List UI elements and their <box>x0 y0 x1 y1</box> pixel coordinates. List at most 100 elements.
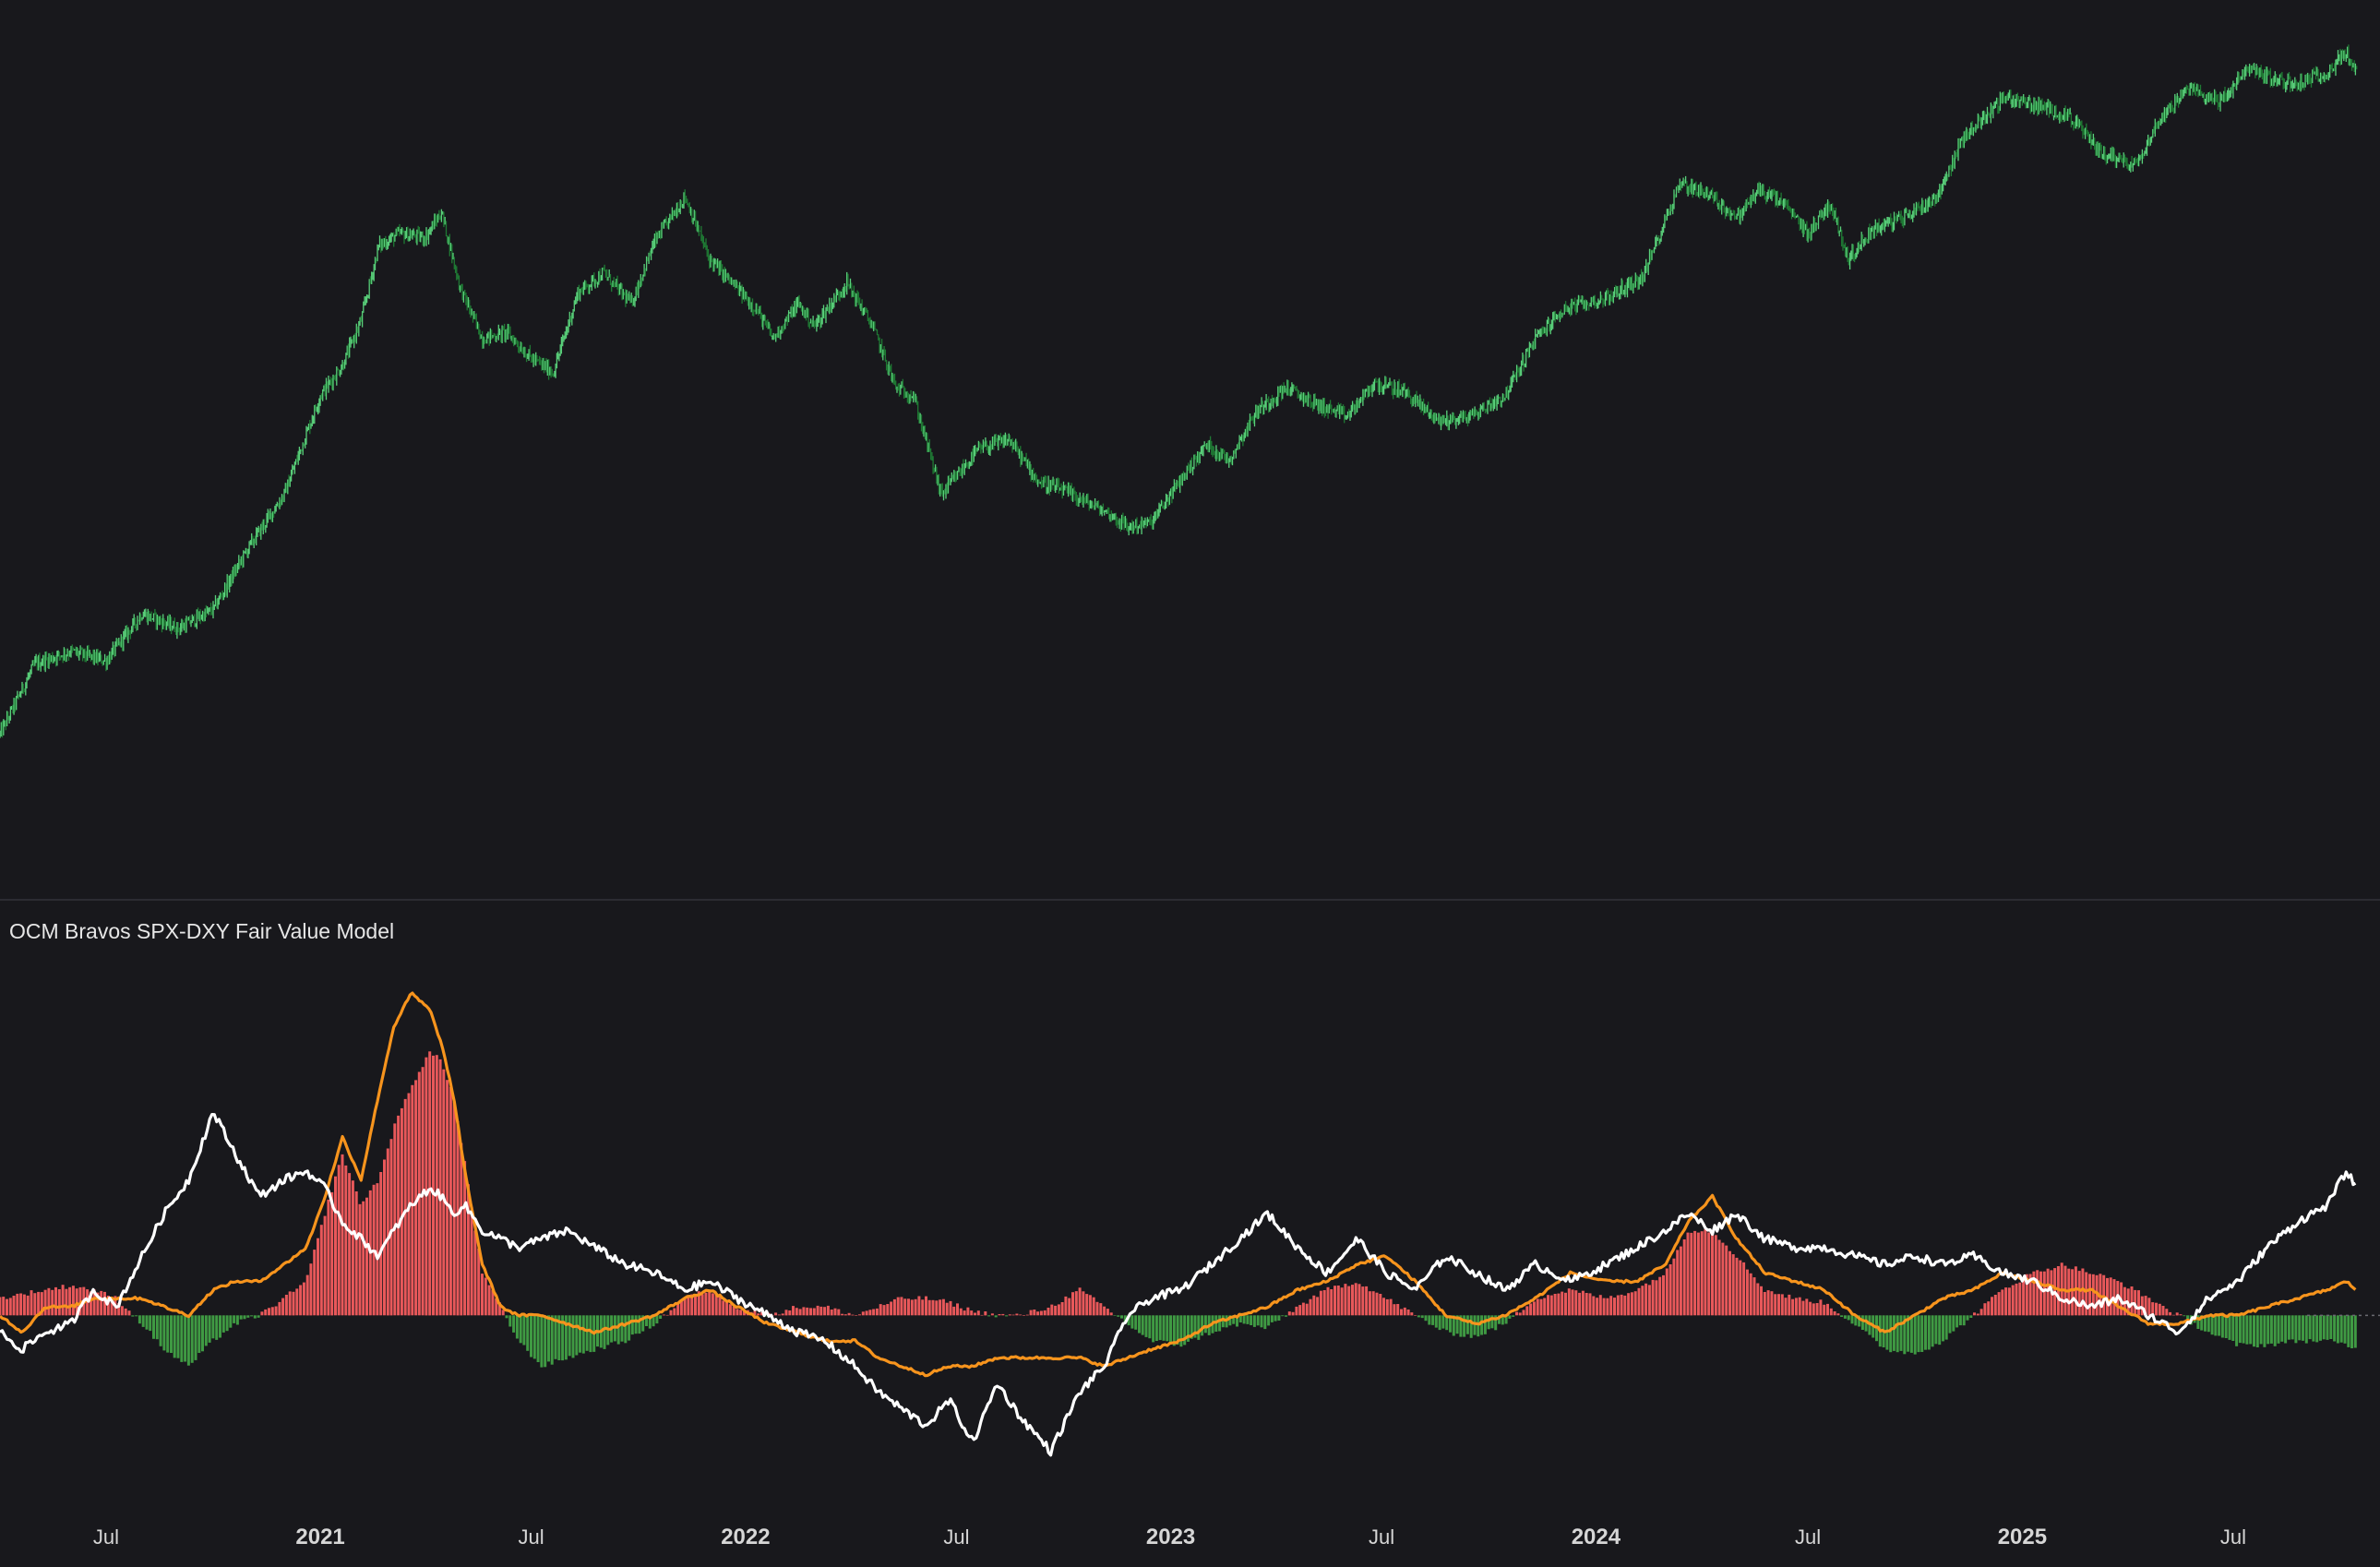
x-tick-label-month: Jul <box>93 1525 119 1549</box>
histogram-bar <box>1655 1280 1658 1316</box>
histogram-bar <box>442 1069 446 1316</box>
histogram-bar <box>1581 1290 1585 1316</box>
histogram-bar <box>984 1311 987 1316</box>
histogram-bar <box>411 1084 414 1316</box>
histogram-bar <box>2171 1314 2175 1316</box>
histogram-bar <box>2339 1315 2343 1343</box>
histogram-bar <box>872 1309 876 1316</box>
histogram-bar <box>383 1159 386 1316</box>
histogram-bar <box>1627 1293 1631 1316</box>
histogram-bar <box>851 1314 855 1316</box>
histogram-bar <box>1250 1315 1253 1325</box>
histogram-bar <box>1238 1315 1242 1322</box>
histogram-bar <box>2269 1315 2273 1344</box>
histogram-bar <box>1319 1290 1322 1316</box>
histogram-bar <box>2210 1315 2214 1335</box>
histogram-bar <box>428 1051 432 1316</box>
histogram-bar <box>1477 1315 1480 1337</box>
histogram-bar <box>389 1139 393 1316</box>
histogram-bar <box>1630 1292 1633 1316</box>
histogram-bar <box>1162 1315 1166 1341</box>
histogram-bar <box>2329 1315 2333 1339</box>
histogram-bar <box>648 1315 652 1329</box>
histogram-bar <box>1092 1297 1095 1316</box>
histogram-bar <box>2245 1315 2249 1345</box>
histogram-bar <box>274 1306 278 1316</box>
histogram-bar <box>135 1315 138 1317</box>
histogram-bar <box>1805 1298 1809 1316</box>
histogram-bar <box>892 1298 896 1316</box>
histogram-bar <box>536 1315 540 1362</box>
histogram-bar <box>2106 1277 2109 1316</box>
histogram-bar <box>1742 1262 1746 1316</box>
histogram-bar <box>1236 1315 1238 1327</box>
histogram-bar <box>1616 1295 1620 1316</box>
histogram-bar <box>630 1315 634 1335</box>
histogram-bar <box>1347 1286 1351 1316</box>
histogram-bar <box>1931 1315 1934 1347</box>
histogram-bar <box>1494 1315 1498 1331</box>
histogram-bar <box>802 1307 806 1316</box>
histogram-bar <box>1756 1283 1760 1316</box>
histogram-bar <box>1942 1315 1944 1342</box>
histogram-bar <box>2140 1296 2144 1316</box>
histogram-bar <box>194 1315 197 1360</box>
histogram-bar <box>603 1315 606 1349</box>
histogram-bar <box>781 1313 784 1316</box>
histogram-bar <box>358 1203 362 1316</box>
histogram-bar <box>581 1315 585 1354</box>
histogram-bar <box>1203 1315 1207 1334</box>
histogram-bar <box>327 1199 330 1316</box>
histogram-bar <box>722 1300 725 1316</box>
histogram-bar <box>354 1191 358 1316</box>
histogram-bar <box>970 1310 974 1316</box>
histogram-bar <box>1371 1291 1375 1316</box>
histogram-bar <box>1309 1298 1312 1316</box>
histogram-bar <box>446 1080 449 1316</box>
histogram-bar <box>1815 1303 1819 1316</box>
histogram-bar <box>1522 1310 1525 1316</box>
histogram-bar <box>1011 1314 1015 1316</box>
histogram-bar <box>2319 1315 2322 1341</box>
histogram-bar <box>1658 1276 1662 1316</box>
histogram-bar <box>186 1315 190 1366</box>
histogram-bar <box>966 1307 970 1316</box>
histogram-bar <box>1557 1293 1561 1316</box>
histogram-bar <box>1490 1315 1494 1329</box>
histogram-bar <box>788 1310 792 1316</box>
histogram-bar <box>1993 1295 1997 1316</box>
histogram-bar <box>1015 1313 1019 1316</box>
histogram-bar <box>760 1311 763 1316</box>
histogram-bar <box>1246 1315 1250 1324</box>
histogram-bar <box>204 1315 208 1346</box>
histogram-bar <box>1082 1291 1085 1316</box>
histogram-bar <box>882 1305 886 1316</box>
histogram-bar <box>2165 1309 2169 1316</box>
histogram-bar <box>2353 1315 2357 1348</box>
histogram-bar <box>1735 1257 1739 1316</box>
histogram-bar <box>1791 1298 1795 1316</box>
histogram-bar <box>1396 1304 1400 1316</box>
histogram-bar <box>879 1304 882 1316</box>
histogram-bar <box>170 1315 173 1353</box>
histogram-bar <box>1256 1315 1260 1326</box>
histogram-bar <box>858 1314 861 1316</box>
histogram-bar <box>1567 1288 1571 1316</box>
histogram-bar <box>1641 1286 1644 1316</box>
histogram-bar <box>96 1292 100 1316</box>
histogram-bar <box>65 1288 68 1316</box>
histogram-bar <box>260 1311 264 1316</box>
histogram-bar <box>1979 1309 1983 1316</box>
histogram-bar <box>1441 1315 1445 1329</box>
histogram-bar <box>57 1289 61 1316</box>
histogram-bar <box>2315 1315 2319 1343</box>
histogram-bar <box>2347 1315 2350 1347</box>
histogram-bar <box>2088 1274 2091 1316</box>
histogram-bar <box>1836 1313 1840 1316</box>
histogram-bar <box>54 1286 57 1316</box>
histogram-bar <box>579 1315 581 1353</box>
histogram-bar <box>1071 1292 1074 1316</box>
histogram-bar <box>2022 1279 2026 1316</box>
histogram-bar <box>2175 1312 2179 1316</box>
histogram-bar <box>994 1315 998 1318</box>
